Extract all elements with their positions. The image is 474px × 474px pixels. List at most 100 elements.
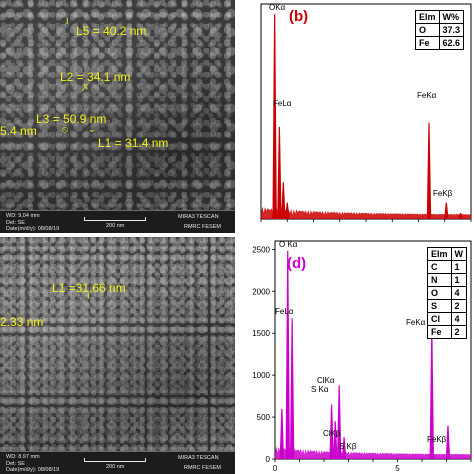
detector: Det: SE	[6, 461, 25, 467]
spectrum-continuum	[261, 206, 471, 219]
table-cell: 4	[450, 312, 467, 326]
table-cell: 1	[450, 273, 467, 287]
table-row: O 37.3	[415, 23, 465, 37]
panel-label-b: (b)	[289, 8, 309, 25]
spectrum-peak	[329, 404, 334, 459]
table-cell: 1	[450, 260, 467, 274]
table-row: Cl 4	[427, 312, 467, 326]
sem-info-bar: WD: 9.04 mm Det: SE Date(m/d/y): 08/08/1…	[0, 210, 235, 233]
table-cell: 2	[450, 299, 467, 313]
peak-label: FeKα	[417, 91, 437, 100]
measurement-l5: L5 = 40.2 nm	[76, 24, 147, 38]
table-cell: 4	[450, 286, 467, 300]
spectrum-peak	[272, 14, 277, 219]
date: Date(m/d/y): 08/08/19	[6, 467, 60, 473]
spectrum-peak	[336, 385, 342, 459]
measurement-partial: 2.33 nm	[0, 315, 44, 329]
measure-mark: ⦸	[62, 124, 68, 134]
measurement-l1: L1 = 31.4 nm	[98, 136, 169, 150]
table-cell: O	[415, 23, 440, 37]
measure-mark: I	[87, 291, 90, 301]
table-cell: Fe	[415, 36, 440, 50]
table-cell: Cl	[427, 312, 452, 326]
spectrum-peak	[279, 408, 285, 459]
scale-label: 200 nm	[106, 464, 125, 470]
measurement-partial: 5.4 nm	[0, 124, 37, 138]
sem-image-a: I L5 = 40.2 nm L2 = 34.1 nm ꭗ L3 = 50.9 …	[0, 0, 235, 233]
spectrum-peak	[281, 182, 286, 219]
header-cell: W%	[438, 10, 465, 24]
sem-image-c: I L1 =31.66 nm 2.33 nm WD: 8.97 mm Det: …	[0, 237, 235, 474]
sem-texture	[0, 0, 235, 233]
y-tick-label: 1000	[252, 371, 270, 380]
sem-shading	[0, 0, 235, 233]
lab-name: RMRC FESEM	[184, 224, 221, 230]
spectrum-peak	[277, 126, 282, 219]
panel-label-d: (d)	[287, 255, 307, 272]
peak-label: ClKβ	[323, 429, 341, 438]
table-cell: Fe	[427, 325, 452, 339]
table-row: Fe 2	[427, 325, 467, 339]
table-cell: O	[427, 286, 452, 300]
sem-info-bar: WD: 8.97 mm Det: SE Date(m/d/y): 08/08/1…	[0, 451, 235, 474]
measure-mark: ꭗ	[83, 81, 88, 91]
peak-label: O Kα	[279, 240, 298, 249]
scale-bar	[84, 217, 146, 221]
table-cell: C	[427, 260, 452, 274]
x-tick-label: 0	[273, 464, 278, 473]
measure-mark: I	[66, 16, 69, 26]
instrument-brand: MIRA3 TESCAN	[178, 214, 219, 220]
y-tick-label: 0	[266, 455, 271, 464]
measure-mark: ⌄	[88, 124, 96, 134]
table-row: Fe 62.6	[415, 36, 465, 50]
detector: Det: SE	[6, 220, 25, 226]
lab-name: RMRC FESEM	[184, 465, 221, 471]
peak-label: FeLα	[273, 99, 292, 108]
scale-bar	[84, 458, 146, 462]
composition-table-b: Elm W% O 37.3 Fe 62.6	[415, 10, 465, 50]
table-cell: 37.3	[438, 23, 465, 37]
instrument-brand: MIRA3 TESCAN	[178, 455, 219, 461]
table-cell: 2	[450, 325, 467, 339]
y-tick-label: 1500	[252, 329, 270, 338]
peak-label: OKα	[269, 3, 286, 12]
peak-label: FeLα	[275, 307, 294, 316]
spectrum-peak	[285, 251, 290, 459]
spectrum-peak	[289, 318, 295, 459]
peak-label: ClKα	[317, 376, 335, 385]
measurement-l1: L1 =31.66 nm	[52, 281, 126, 295]
peak-label: FeKβ	[433, 189, 453, 198]
spectrum-peak	[333, 421, 338, 459]
scale-label: 200 nm	[106, 223, 125, 229]
peak-label: S Kα	[311, 385, 329, 394]
measurement-l3: L3 = 50.9 nm	[36, 112, 107, 126]
spectrum-peak	[444, 202, 449, 219]
table-header: Elm W	[427, 247, 467, 261]
sem-texture	[0, 237, 235, 474]
table-header: Elm W%	[415, 10, 465, 24]
spectrum-continuum	[275, 446, 471, 459]
working-distance: WD: 9.04 mm	[6, 213, 40, 219]
eds-panel-d: 2500 2000 1500 1000 500 0 0 5 O Kα FeLα ClKα S Kα Fe…	[239, 237, 474, 474]
header-cell: W	[450, 247, 467, 261]
x-tick-label: 5	[395, 464, 400, 473]
y-tick-label: 2000	[252, 287, 270, 296]
y-tick-label: 2500	[252, 245, 270, 254]
table-cell: S	[427, 299, 452, 313]
date: Date(m/d/y): 08/08/19	[6, 226, 60, 232]
eds-panel-b: OKα FeLα FeKα FeKβ (b) Elm W% O 37.3 Fe 62.6	[239, 0, 474, 233]
header-cell: Elm	[427, 247, 452, 261]
measurement-l2: L2 = 34.1 nm	[60, 70, 131, 84]
working-distance: WD: 8.97 mm	[6, 454, 40, 460]
table-cell: 62.6	[438, 36, 465, 50]
peak-label: S Kβ	[339, 442, 357, 451]
sem-shading	[0, 237, 235, 474]
spectrum-peak	[341, 437, 347, 459]
spectrum-peak	[285, 202, 290, 219]
peak-label: FeKα	[406, 318, 426, 327]
